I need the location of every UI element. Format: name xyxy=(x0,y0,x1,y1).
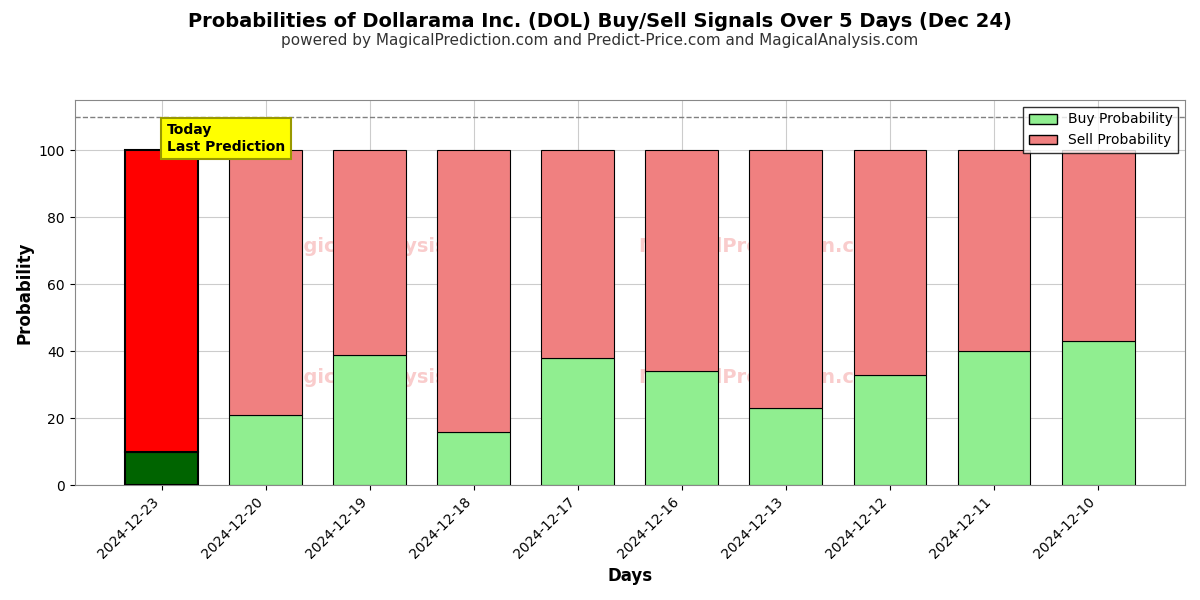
Bar xyxy=(958,150,1031,351)
Bar xyxy=(437,431,510,485)
Text: MagicalPrediction.com: MagicalPrediction.com xyxy=(638,237,888,256)
Bar xyxy=(334,150,406,355)
Bar xyxy=(125,150,198,452)
Text: MagicalAnalysis.com: MagicalAnalysis.com xyxy=(271,368,499,387)
Bar xyxy=(125,452,198,485)
Bar xyxy=(229,150,302,415)
Bar xyxy=(1062,341,1134,485)
Bar xyxy=(437,150,510,431)
Legend: Buy Probability, Sell Probability: Buy Probability, Sell Probability xyxy=(1024,107,1178,153)
Bar xyxy=(541,150,614,358)
Bar xyxy=(750,408,822,485)
Bar xyxy=(1062,150,1134,341)
Bar xyxy=(750,150,822,408)
X-axis label: Days: Days xyxy=(607,567,653,585)
Text: MagicalAnalysis.com: MagicalAnalysis.com xyxy=(271,237,499,256)
Bar xyxy=(334,355,406,485)
Bar xyxy=(853,150,926,374)
Text: powered by MagicalPrediction.com and Predict-Price.com and MagicalAnalysis.com: powered by MagicalPrediction.com and Pre… xyxy=(281,33,919,48)
Bar xyxy=(646,150,719,371)
Bar xyxy=(646,371,719,485)
Bar xyxy=(853,374,926,485)
Bar xyxy=(229,415,302,485)
Text: Probabilities of Dollarama Inc. (DOL) Buy/Sell Signals Over 5 Days (Dec 24): Probabilities of Dollarama Inc. (DOL) Bu… xyxy=(188,12,1012,31)
Y-axis label: Probability: Probability xyxy=(16,241,34,344)
Bar xyxy=(958,351,1031,485)
Text: Today
Last Prediction: Today Last Prediction xyxy=(167,124,284,154)
Text: MagicalPrediction.com: MagicalPrediction.com xyxy=(638,368,888,387)
Bar xyxy=(541,358,614,485)
